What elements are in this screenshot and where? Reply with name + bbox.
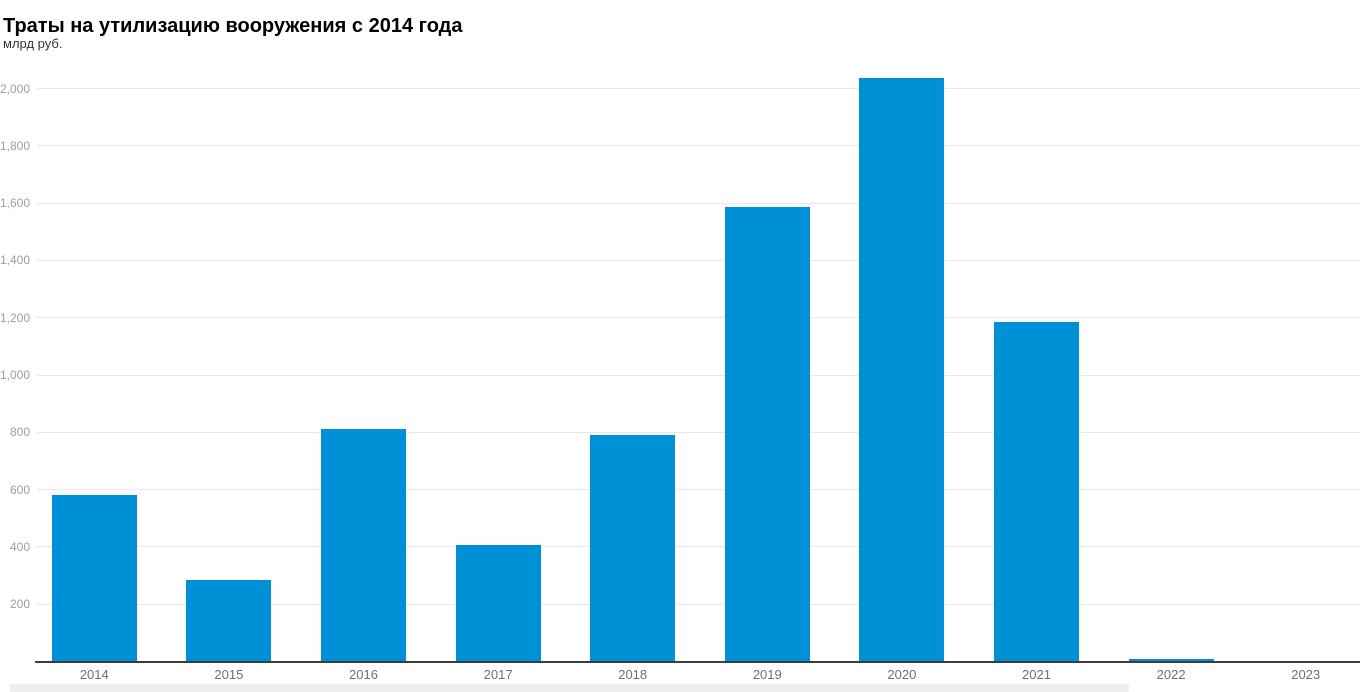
bar-2014 [51, 495, 137, 662]
y-axis-tick-label: 2,000 [0, 81, 31, 96]
x-axis-tick-label-2017: 2017 [483, 667, 513, 682]
x-axis-tick-label-2021: 2021 [1022, 667, 1051, 682]
bar-2022 [1128, 659, 1214, 662]
gridline-y-1000 [37, 374, 1360, 376]
gridline-y-2000 [37, 88, 1360, 89]
x-axis-tick-label-2020: 2020 [887, 667, 917, 682]
y-axis-tick-label: 1,600 [0, 196, 31, 211]
gridline-y-200 [37, 603, 1360, 605]
bar-2016 [321, 428, 406, 662]
bar-2015 [186, 579, 272, 662]
x-axis-tick-label-2018: 2018 [618, 667, 648, 682]
y-axis-tick-label: 1,000 [0, 368, 31, 382]
gridline-y-1600 [37, 202, 1360, 204]
y-axis-tick-label: 1,800 [0, 138, 31, 153]
y-axis-tick-label: 400 [9, 539, 30, 554]
y-axis-tick-label: 600 [9, 482, 30, 497]
bar-2020 [859, 77, 945, 662]
x-axis-tick-label-2023: 2023 [1291, 667, 1321, 682]
gridline-y-600 [37, 489, 1360, 491]
bar-2021 [994, 321, 1079, 662]
x-axis-tick-label-2019: 2019 [752, 667, 782, 682]
x-axis-line [35, 660, 1360, 663]
gridline-y-800 [37, 431, 1360, 433]
footer-strip [10, 684, 1129, 692]
y-axis-tick-label: 1,200 [0, 310, 31, 325]
bar-2018 [590, 434, 676, 662]
x-axis-tick-label-2022: 2022 [1156, 667, 1186, 682]
chart-subtitle: млрд руб. [3, 36, 63, 51]
chart-title: Траты на утилизацию вооружения с 2014 го… [3, 15, 463, 38]
gridline-y-1800 [37, 145, 1360, 147]
y-axis-tick-label: 200 [9, 597, 30, 612]
gridline-y-1200 [37, 317, 1360, 319]
x-axis-tick-label-2015: 2015 [214, 667, 244, 682]
y-axis-tick-label: 800 [9, 425, 30, 440]
y-axis-tick-label: 1,400 [0, 253, 31, 268]
bar-2017 [455, 544, 541, 662]
gridline-y-400 [37, 546, 1360, 548]
x-axis-tick-label-2016: 2016 [349, 667, 378, 682]
bar-2019 [724, 206, 810, 662]
x-axis-tick-label-2014: 2014 [79, 667, 109, 682]
gridline-y-1400 [37, 259, 1360, 261]
